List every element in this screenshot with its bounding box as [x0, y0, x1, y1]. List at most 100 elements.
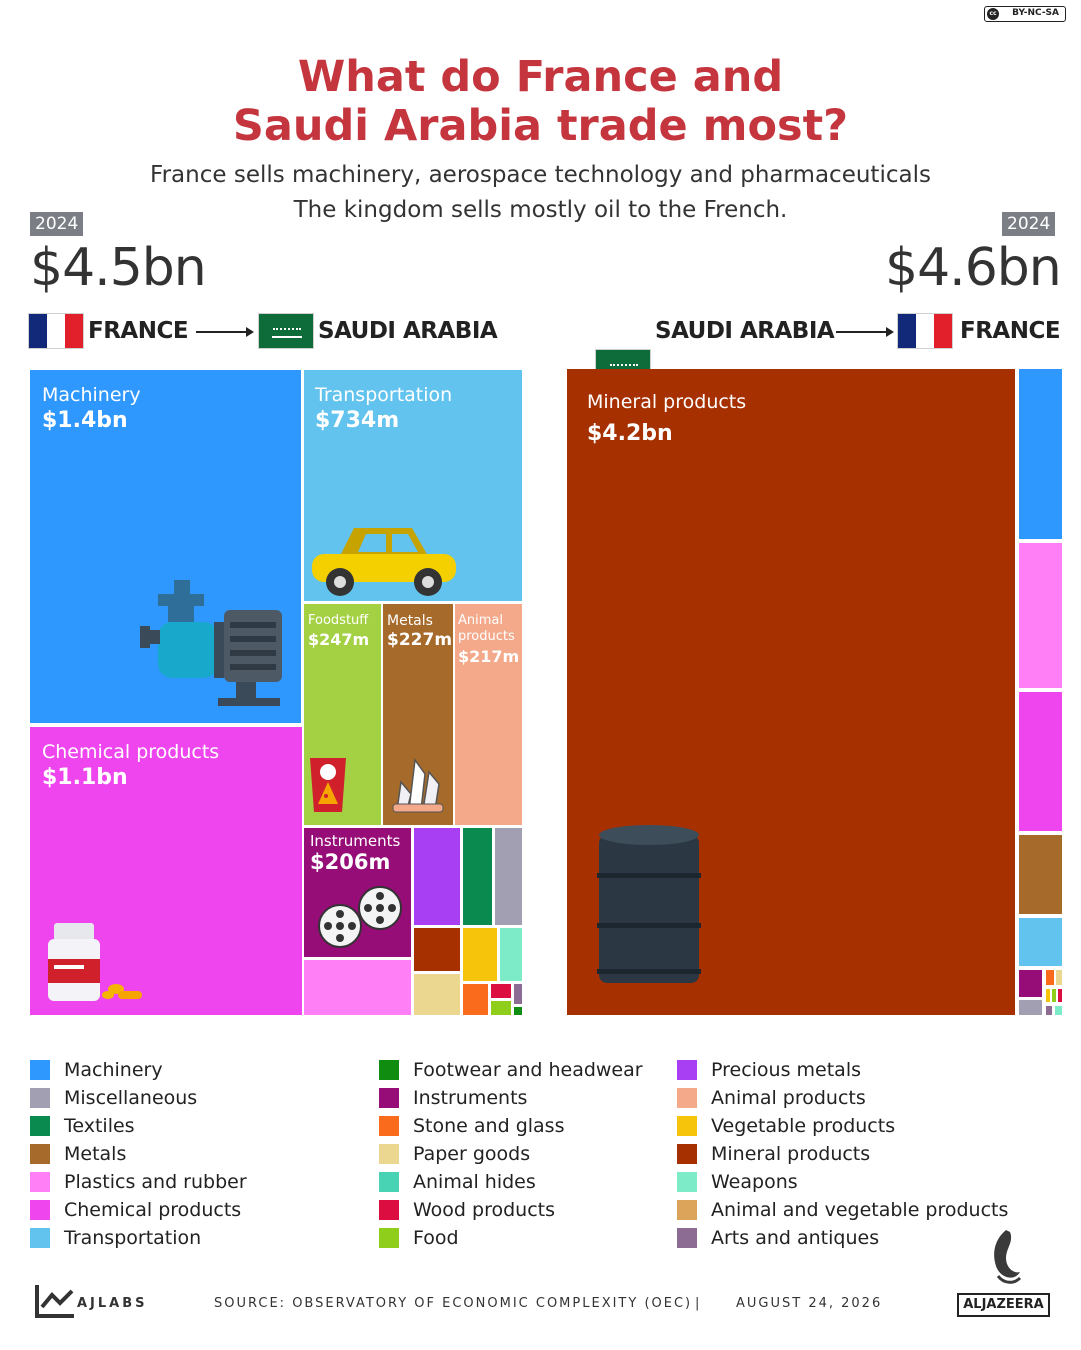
treemap-cell-miscellaneous[interactable] — [1019, 1000, 1042, 1015]
treemap-cell-arts-and-antiques[interactable] — [514, 984, 522, 1004]
cell-label-value: $206m — [310, 850, 391, 874]
license-badge: cc BY-NC-SA — [984, 6, 1066, 22]
license-text: BY-NC-SA — [1012, 8, 1059, 18]
treemap-cell-instruments[interactable] — [1019, 970, 1042, 997]
cell-label-name: Metals — [387, 613, 433, 629]
legend-swatch — [379, 1228, 399, 1248]
treemap-cell-miscellaneous[interactable] — [495, 828, 522, 925]
treemap-cell-mineral-products[interactable]: Mineral products $4.2bn — [567, 369, 1015, 1015]
legend-swatch — [677, 1060, 697, 1080]
treemap-cell-paper-goods[interactable] — [414, 974, 460, 1015]
treemap-cell-chemical-products[interactable]: Chemical products $1.1bn — [30, 727, 302, 1015]
total-left: $4.5bn — [30, 238, 207, 298]
aljazeera-emblem-icon — [994, 1230, 1022, 1284]
treemap-cell-transportation[interactable]: Transportation $734m — [304, 370, 522, 601]
treemap-cell-plastics-and-rubber[interactable] — [304, 960, 411, 1015]
car-icon — [312, 528, 456, 596]
cell-label-value: $1.4bn — [42, 408, 128, 433]
origin-country-right: SAUDI ARABIA — [655, 318, 835, 344]
saudi-flag-icon — [258, 313, 314, 349]
treemap-cell-vegetable-products[interactable] — [463, 928, 497, 981]
legend-label: Plastics and rubber — [64, 1171, 247, 1193]
cell-label-name: Machinery — [42, 384, 141, 406]
destination-country-left: SAUDI ARABIA — [318, 318, 498, 344]
treemap-cell-foodstuff[interactable]: Foodstuff $247m — [304, 604, 381, 825]
cell-label-name: Animal — [458, 613, 503, 628]
footer-separator: | — [695, 1296, 702, 1311]
treemap-cell-textiles[interactable] — [463, 828, 492, 925]
cell-label-name: Foodstuff — [308, 613, 369, 628]
treemap-cell-weapons[interactable] — [500, 928, 522, 981]
treemap-cell-transportation[interactable] — [1019, 918, 1062, 966]
treemap-cell-precious-metals[interactable] — [414, 828, 460, 925]
cell-label-name: Instruments — [310, 832, 401, 850]
origin-country-left: FRANCE — [88, 318, 189, 344]
legend-label: Miscellaneous — [64, 1087, 198, 1109]
year-badge-left: 2024 — [30, 212, 84, 236]
legend-swatch — [30, 1060, 50, 1080]
cell-label-name: products — [458, 629, 515, 644]
treemap-cell-plastics-and-rubber[interactable] — [1019, 543, 1062, 688]
legend-label: Precious metals — [711, 1059, 862, 1081]
treemap-cell-vegetable-products[interactable] — [1046, 989, 1050, 1002]
aljazeera-logo-text: ALJAZEERA — [957, 1293, 1050, 1317]
treemap-cell-food[interactable] — [1052, 989, 1056, 1002]
legend-label: Wood products — [413, 1199, 555, 1221]
legend-label: Arts and antiques — [711, 1227, 880, 1249]
treemap-cell-instruments[interactable]: Instruments $206m — [304, 828, 411, 957]
legend-swatch — [379, 1172, 399, 1192]
cell-label-value: $227m — [387, 630, 453, 650]
legend-label: Textiles — [64, 1115, 135, 1137]
legend-swatch — [30, 1200, 50, 1220]
treemap-cell-wood-products[interactable] — [491, 984, 511, 998]
legend-label: Mineral products — [711, 1143, 871, 1165]
treemap-cell-metals[interactable]: Metals $227m — [383, 604, 453, 825]
source-text: SOURCE: OBSERVATORY OF ECONOMIC COMPLEXI… — [214, 1296, 693, 1311]
arrow-right-icon — [196, 327, 254, 337]
film-reel-icon — [318, 886, 402, 948]
legend-label: Animal products — [711, 1087, 866, 1109]
treemap-cell-chemical-products[interactable] — [1019, 692, 1062, 831]
cell-label-value: $247m — [308, 630, 370, 649]
treemap-cell-food[interactable] — [491, 1001, 511, 1015]
cell-label-value: $1.1bn — [42, 765, 128, 790]
title-line-2: Saudi Arabia trade most? — [232, 101, 849, 151]
legend-swatch — [379, 1088, 399, 1108]
treemap-cell-machinery[interactable] — [1019, 369, 1062, 539]
treemap-cell-weapons[interactable] — [1055, 1006, 1062, 1015]
legend-label: Weapons — [711, 1171, 798, 1193]
legend-label: Instruments — [413, 1087, 528, 1109]
legend-swatch — [30, 1172, 50, 1192]
legend-swatch — [379, 1060, 399, 1080]
treemap-cell-paper-goods[interactable] — [1056, 970, 1062, 985]
cell-label-value: $4.2bn — [587, 421, 673, 446]
cell-label-name: Transportation — [315, 384, 453, 406]
subtitle-line-2: The kingdom sells mostly oil to the Fren… — [293, 197, 788, 223]
legend-swatch — [379, 1144, 399, 1164]
cell-label-value: $217m — [458, 647, 520, 666]
treemap-cell-mineral-products[interactable] — [414, 928, 460, 971]
legend-swatch — [677, 1088, 697, 1108]
total-right: $4.6bn — [885, 238, 1062, 298]
year-badge-right: 2024 — [1002, 212, 1056, 236]
treemap-cell-footwear-and-headwear[interactable] — [514, 1007, 522, 1015]
legend-label: Chemical products — [64, 1199, 242, 1221]
legend-swatch — [677, 1172, 697, 1192]
legend-label: Machinery — [64, 1059, 163, 1081]
legend-swatch — [677, 1200, 697, 1220]
crystal-icon — [392, 757, 444, 813]
treemap-cell-wood-products[interactable] — [1058, 989, 1062, 1002]
treemap-cell-stone-and-glass[interactable] — [463, 984, 488, 1015]
treemap-cell-machinery[interactable]: Machinery $1.4bn — [30, 370, 301, 723]
cell-label-value: $734m — [315, 408, 400, 433]
treemap-cell-animal-products[interactable]: Animal products $217m — [455, 604, 522, 825]
treemap-cell-stone-and-glass[interactable] — [1046, 970, 1054, 985]
snack-bag-icon — [310, 758, 346, 812]
treemap-cell-arts-and-antiques[interactable] — [1046, 1006, 1052, 1015]
legend-swatch — [379, 1200, 399, 1220]
legend-swatch — [30, 1144, 50, 1164]
cell-label-name: Mineral products — [587, 391, 747, 413]
oil-barrel-icon — [597, 825, 701, 983]
treemap-cell-metals[interactable] — [1019, 835, 1062, 914]
subtitle-line-1: France sells machinery, aerospace techno… — [150, 162, 931, 188]
